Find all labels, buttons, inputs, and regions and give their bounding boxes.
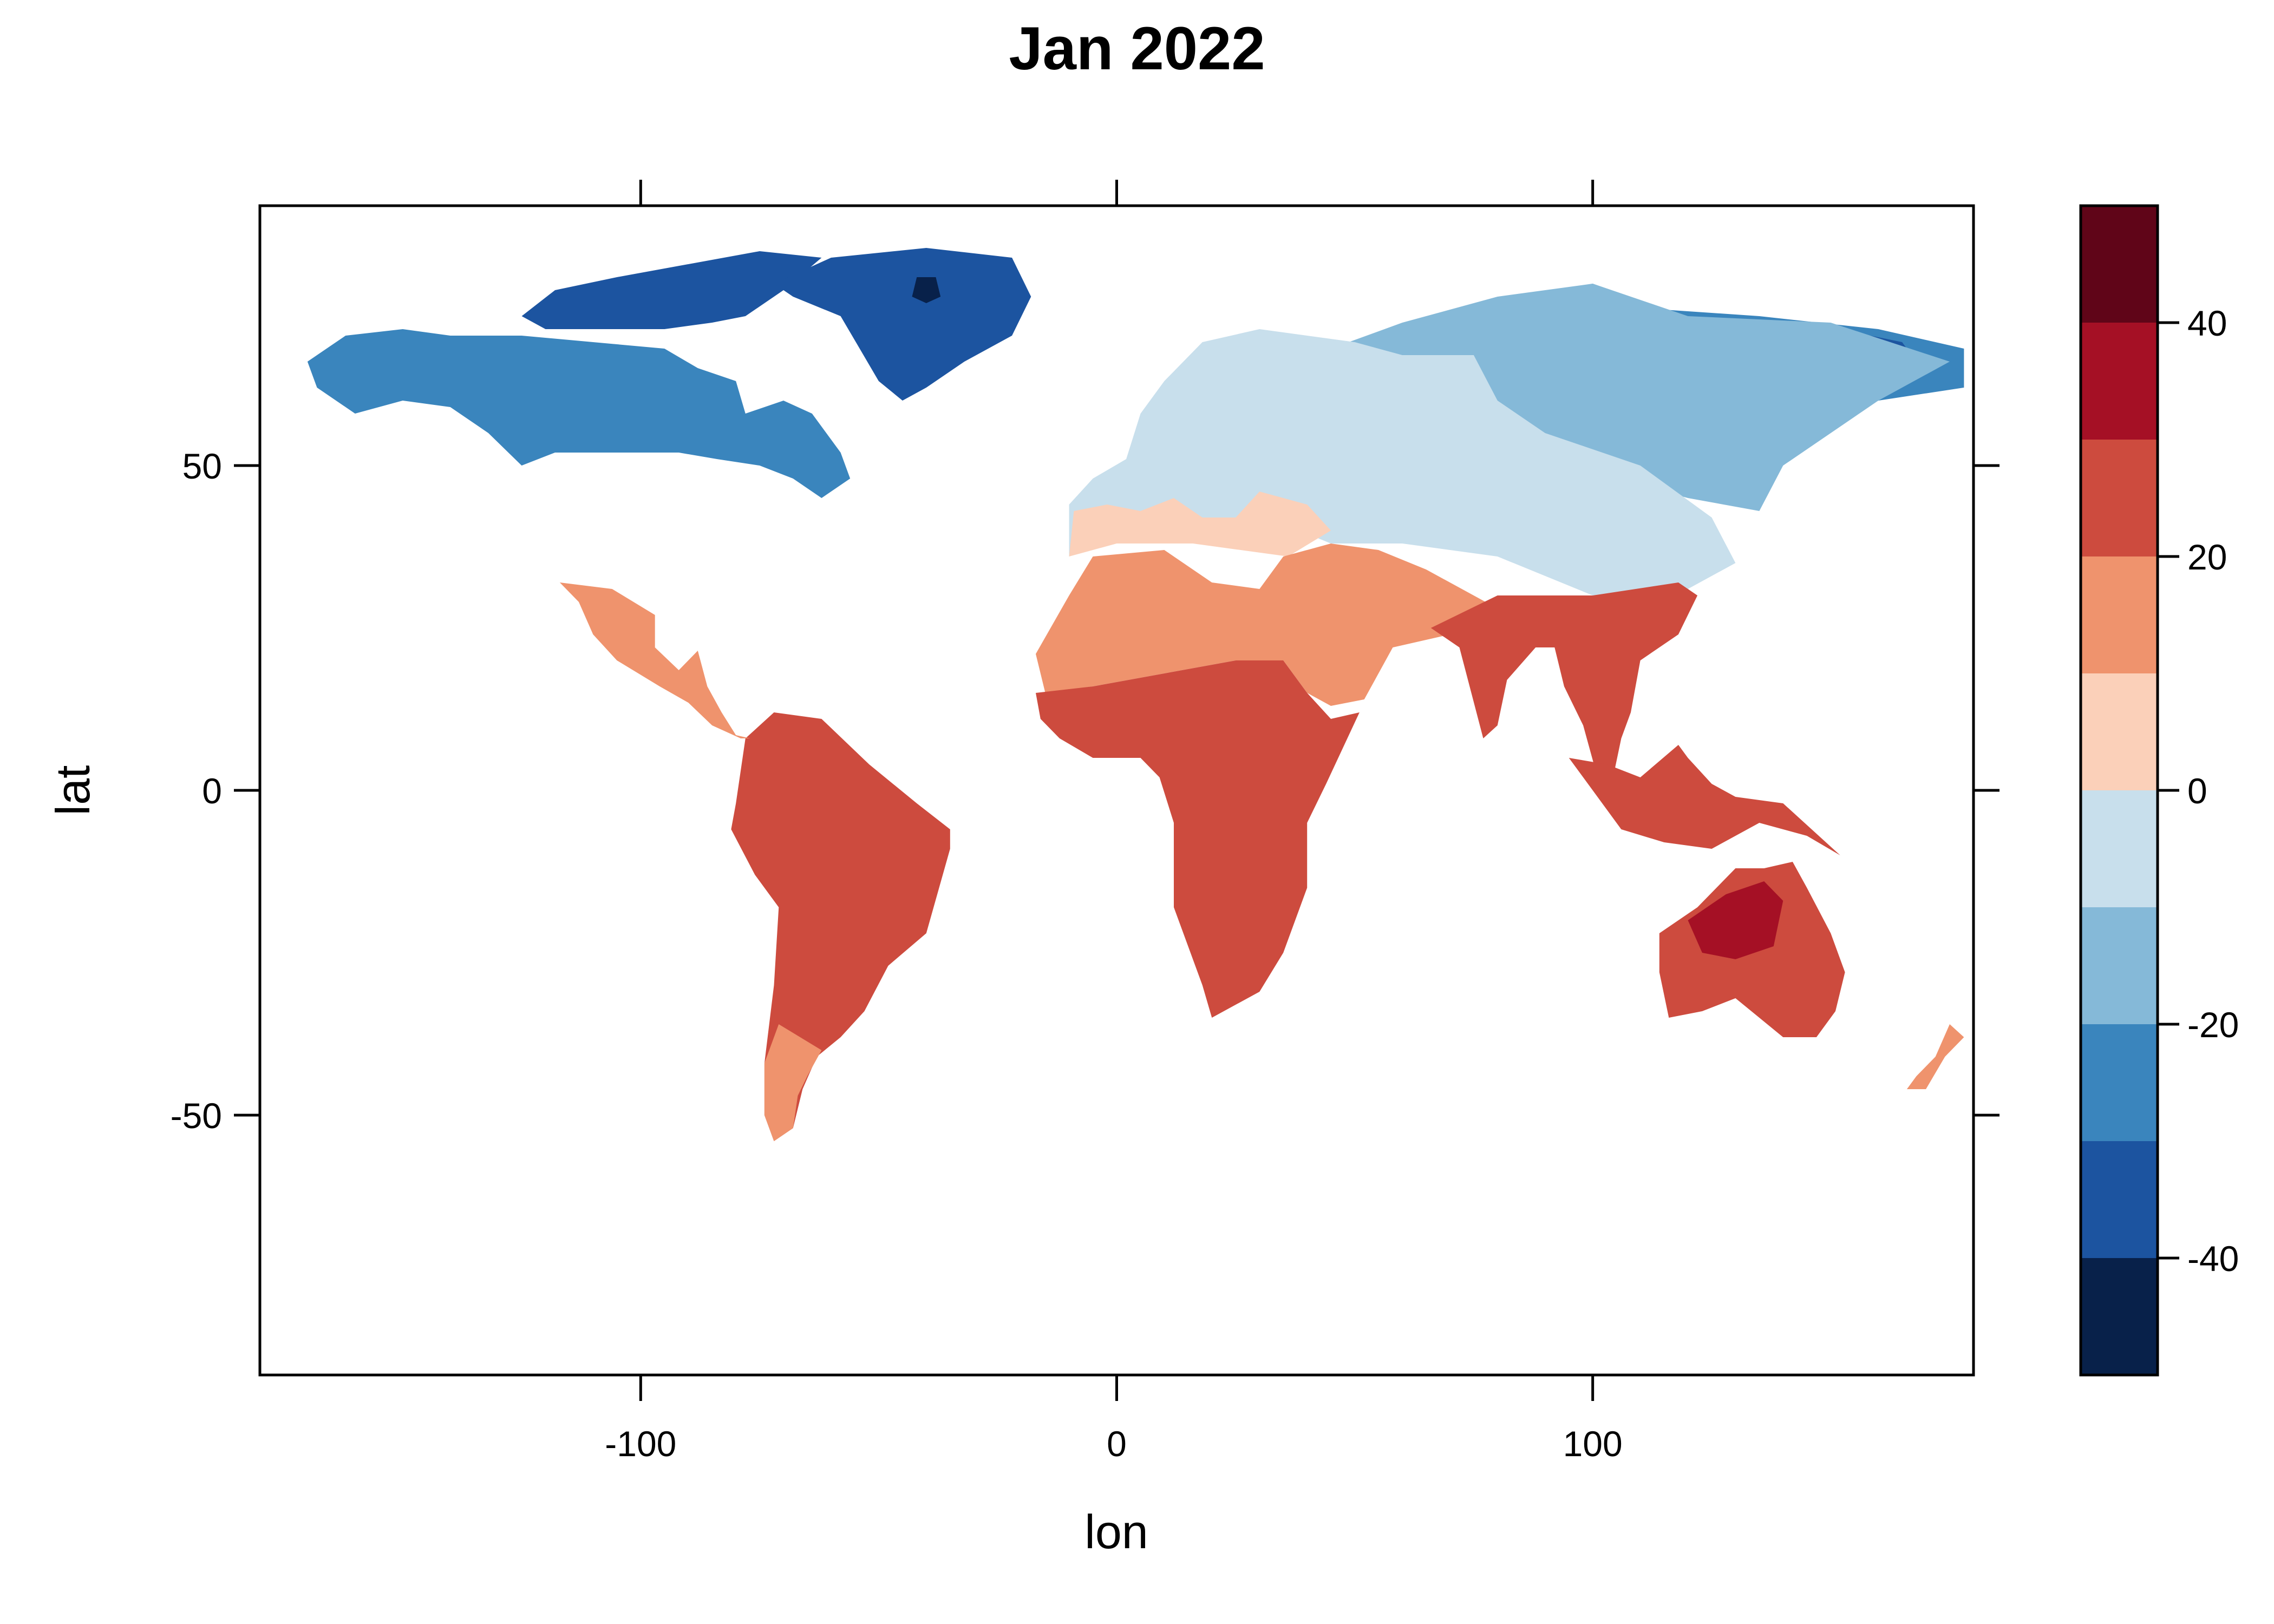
- y-tick-label: -50: [171, 1096, 222, 1136]
- x-axis-label: lon: [1084, 1505, 1148, 1558]
- colorbar-bin: [2081, 1258, 2158, 1375]
- colorbar-bin: [2081, 323, 2158, 440]
- y-axis-label: lat: [46, 765, 100, 816]
- colorbar-tick-label: -40: [2187, 1239, 2239, 1279]
- region-patagonia: [764, 1024, 822, 1141]
- region-africa: [1036, 660, 1360, 1018]
- region-canada-and-alaska: [307, 329, 851, 498]
- region-new-zealand: [1906, 1024, 1964, 1089]
- region-central-australia: [1688, 881, 1783, 959]
- region-central-eurasia: [1331, 284, 1950, 511]
- colorbar-bin: [2081, 1024, 2158, 1141]
- region-northern-africa-and-middle-east: [1036, 543, 1498, 706]
- colorbar-tick-label: 20: [2187, 537, 2227, 577]
- colorbar-bin: [2081, 556, 2158, 673]
- x-axis-ticks: -100 0 100: [605, 180, 1623, 1464]
- colorbar-bin: [2081, 790, 2158, 907]
- region-india-and-southeast-asia: [1430, 582, 1698, 784]
- colorbar-ticks: -40 -20 0 20 40: [2158, 303, 2239, 1279]
- region-greenland: [774, 248, 1031, 401]
- y-tick-label: 50: [182, 446, 222, 486]
- region-southern-europe: [1069, 492, 1331, 556]
- map-panel: -100 0 100 -50 0 50: [171, 180, 1999, 1464]
- x-tick-label: -100: [605, 1424, 676, 1464]
- colorbar-tick-label: -20: [2187, 1005, 2239, 1045]
- colorbar-tick-label: 0: [2187, 771, 2207, 811]
- y-axis-ticks: -50 0 50: [171, 446, 1999, 1136]
- region-canadian-arctic-archipelago: [521, 251, 822, 329]
- colorbar-tick-label: 40: [2187, 303, 2227, 343]
- region-central-america-and-mexico: [559, 582, 750, 738]
- colorbar-bin: [2081, 206, 2158, 323]
- x-tick-label: 0: [1107, 1424, 1127, 1464]
- map-title: Jan 2022: [1009, 15, 1265, 82]
- region-greenland-interior: [912, 277, 941, 303]
- colorbar-bin: [2081, 673, 2158, 790]
- region-maritime-southeast-asia: [1569, 745, 1840, 855]
- colorbar-bin: [2081, 440, 2158, 556]
- colorbar-bin: [2081, 907, 2158, 1024]
- y-tick-label: 0: [202, 771, 222, 811]
- colorbar-bins: [2081, 206, 2158, 1375]
- land-masses: [307, 248, 1964, 1141]
- colorbar: -40 -20 0 20 40: [2079, 204, 2239, 1377]
- colorbar-bin: [2081, 1141, 2158, 1258]
- x-tick-label: 100: [1563, 1424, 1623, 1464]
